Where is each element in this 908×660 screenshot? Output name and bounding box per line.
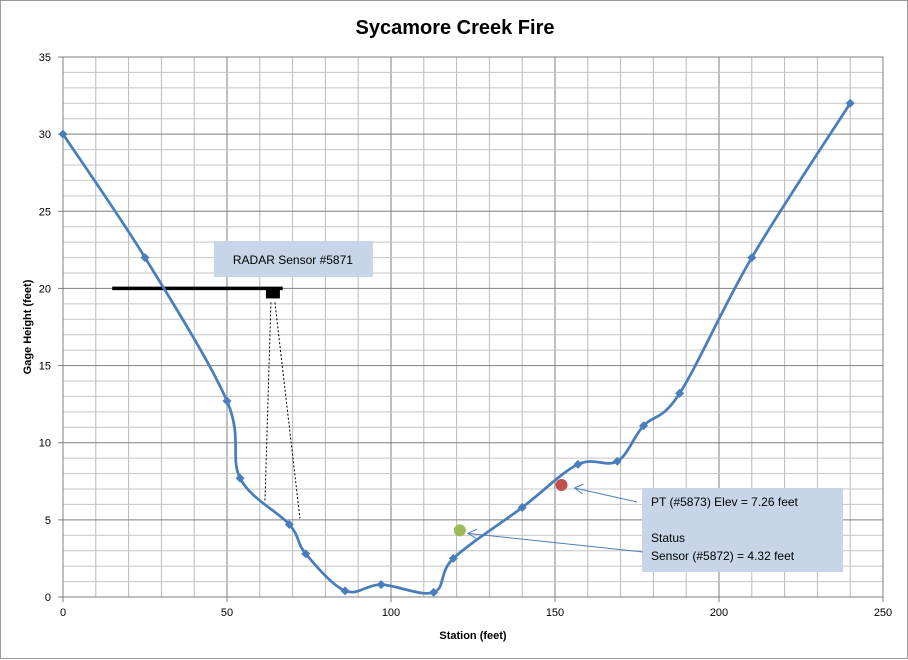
data-point-marker [675,388,685,398]
y-tick-label: 10 [39,438,51,450]
data-point-marker [573,459,583,469]
data-point-marker [58,129,68,139]
data-point-marker [747,253,757,263]
radar-sensor-icon [265,288,280,299]
radar-beam-left [264,302,272,503]
data-point-marker [284,519,294,529]
axes: 0 50 100 150 200 250 0 5 10 15 20 25 30 35 [39,52,892,619]
plot-area-border [62,56,884,598]
data-point-marker [429,587,439,597]
pt-callout-arrow [574,487,638,503]
data-point-marker [340,586,350,596]
status-callout-label: Status [651,531,685,545]
data-point-marker [235,473,245,483]
pt-callout-arrowhead [573,483,584,495]
y-tick-label: 0 [45,592,51,604]
y-tick-label: 5 [45,515,51,527]
sensor-point-marker [453,524,466,537]
x-tick-label: 0 [60,607,66,619]
sensor-callout-box [642,488,843,572]
status-callout-arrowhead [466,528,478,539]
x-tick-label: 100 [382,607,400,619]
data-point-marker [140,253,150,263]
y-axis-title: Gage Height (feet) [22,279,34,374]
y-tick-label: 25 [39,206,51,218]
x-tick-label: 200 [710,607,728,619]
status-callout-arrow [467,532,644,553]
radar-beam-right [274,302,301,519]
y-tick-label: 35 [39,52,51,64]
x-tick-label: 250 [874,607,892,619]
x-tick-label: 50 [221,607,233,619]
series-group [58,98,855,597]
x-axis-title: Station (feet) [439,630,507,642]
data-point-marker [448,553,458,563]
data-point-marker [639,421,649,431]
data-point-marker [517,503,527,513]
sensor-point-marker [555,478,568,491]
status-sensor-callout-label: Sensor (#5872) = 4.32 feet [651,549,795,563]
radar-callout-label: RADAR Sensor #5871 [233,253,353,267]
data-point-marker [845,98,855,108]
radar-sensor-group: RADAR Sensor #5871 [112,241,373,519]
y-tick-label: 30 [39,129,51,141]
radar-callout-box [213,241,373,277]
callouts-group: PT (#5873) Elev = 7.26 feet Status Sensor … [466,483,843,572]
chart-title: Sycamore Creek Fire [355,17,554,39]
y-tick-label: 20 [39,283,51,295]
data-point-marker [612,456,622,466]
pt-callout-label: PT (#5873) Elev = 7.26 feet [651,495,799,509]
data-point-marker [222,396,232,406]
x-tick-label: 150 [546,607,564,619]
y-tick-label: 15 [39,361,51,373]
data-point-marker [376,580,386,590]
data-point-marker [301,549,311,559]
